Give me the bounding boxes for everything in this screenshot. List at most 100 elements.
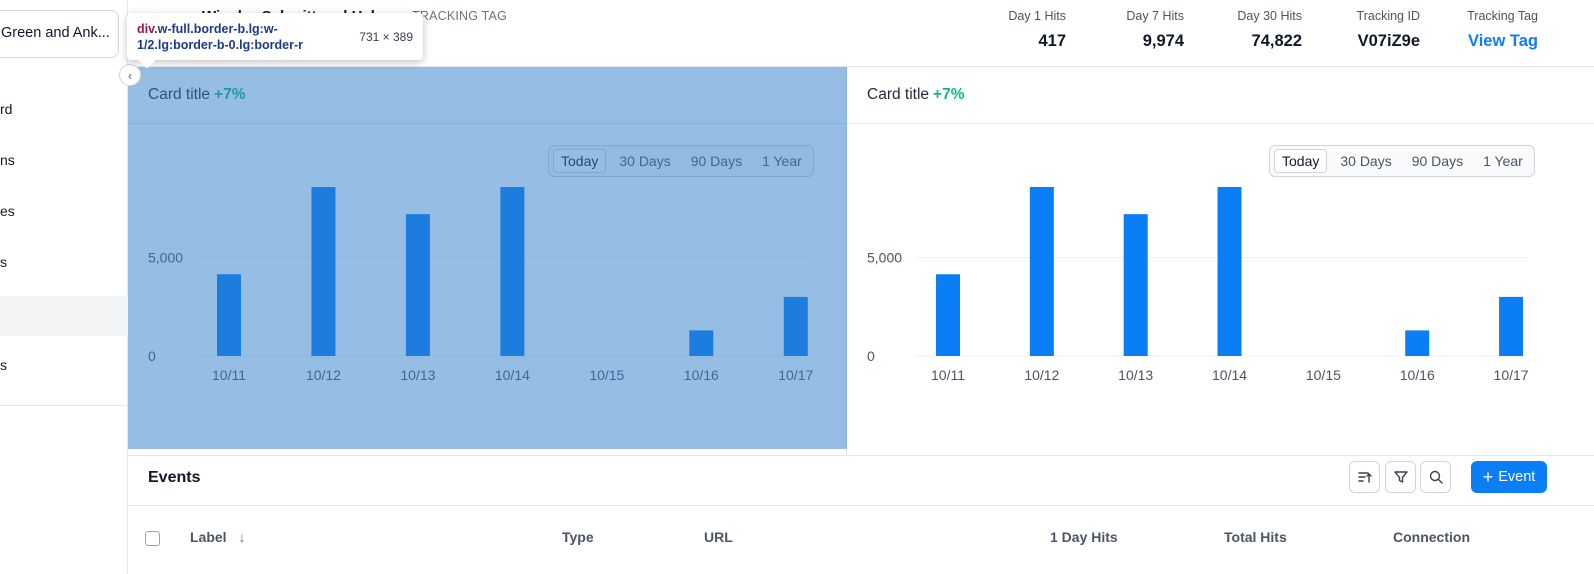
sidebar-item-dashboard[interactable]: rd (0, 90, 128, 130)
x-tick-label: 10/14 (1212, 367, 1247, 383)
add-event-button[interactable]: + Event (1471, 461, 1547, 493)
range-today-button[interactable]: Today (1274, 149, 1328, 173)
stat-tracking-tag: Tracking Tag View Tag (1467, 9, 1538, 51)
column-header-text: Label (190, 529, 227, 545)
sort-icon[interactable] (1349, 461, 1380, 493)
card-title: Card title +7% (867, 86, 965, 104)
team-name: Green and Ank... (1, 25, 110, 41)
bar (783, 296, 808, 356)
bar (500, 187, 525, 356)
x-tick-label: 10/16 (684, 367, 719, 383)
column-header-connection[interactable]: Connection (1393, 529, 1470, 545)
x-tick-label: 10/14 (495, 367, 530, 383)
sidebar-item-settings[interactable]: s (0, 346, 128, 386)
x-tick-label: 10/13 (400, 367, 435, 383)
card-delta: +7% (214, 86, 246, 103)
y-tick-label: 5,000 (867, 250, 902, 266)
sidebar-item-label: s (0, 357, 7, 373)
x-tick-label: 10/12 (1024, 367, 1059, 383)
chevron-left-icon[interactable]: ‹ (119, 64, 141, 86)
view-tag-link[interactable]: View Tag (1468, 32, 1538, 50)
bar (1405, 330, 1430, 356)
x-tick-label: 10/11 (931, 367, 965, 383)
x-tick-label: 10/13 (1118, 367, 1153, 383)
stat-value: 417 (1038, 32, 1066, 50)
column-header-type[interactable]: Type (562, 529, 594, 545)
stat-label: Tracking ID (1356, 9, 1420, 23)
range-1-year-button[interactable]: 1 Year (1483, 153, 1523, 169)
bar (1029, 187, 1054, 356)
column-header-total-hits[interactable]: Total Hits (1224, 529, 1287, 545)
events-header: Events + Event (128, 450, 1594, 506)
filter-icon[interactable] (1385, 461, 1416, 493)
range-90-days-button[interactable]: 90 Days (1411, 153, 1464, 169)
x-tick-label: 10/11 (212, 367, 246, 383)
sidebar: Green and Ank... rd ns es s s (0, 0, 128, 574)
stat-value: V07iZ9e (1357, 32, 1420, 50)
range-selector: Today 30 Days 90 Days 1 Year (548, 145, 814, 177)
card-title: Card title +7% (148, 86, 246, 104)
plus-icon: + (1482, 467, 1494, 487)
sidebar-item-sites[interactable]: es (0, 192, 128, 232)
page-header: Wisoky, Schmitt and Haley TRACKING TAG D… (128, 0, 1594, 67)
chart-card-left: Card title +7% Today 30 Days 90 Days 1 Ye… (128, 67, 847, 456)
main-content: Wisoky, Schmitt and Haley TRACKING TAG D… (128, 0, 1594, 574)
x-tick-label: 10/15 (1306, 367, 1341, 383)
y-tick-label: 5,000 (148, 250, 183, 266)
stat-label: Day 1 Hits (1008, 9, 1066, 23)
card-header: Card title +7% (847, 67, 1594, 124)
bar (689, 330, 714, 356)
inspector-tag: div (137, 22, 155, 36)
inspector-selector: div.w-full.border-b.lg:w-1/2.lg:border-b… (137, 21, 351, 53)
bar (405, 214, 430, 356)
bar (1123, 214, 1148, 356)
stat-label: Day 7 Hits (1126, 9, 1184, 23)
bar (936, 274, 960, 356)
card-header: Card title +7% (128, 67, 846, 124)
stat-day1-hits: Day 1 Hits 417 (1008, 9, 1066, 51)
stat-day7-hits: Day 7 Hits 9,974 (1126, 9, 1184, 51)
y-tick-label: 0 (867, 348, 875, 364)
stat-day30-hits: Day 30 Hits 74,822 (1237, 9, 1302, 51)
team-switcher[interactable]: Green and Ank... (0, 10, 119, 58)
stat-label: Tracking Tag (1467, 9, 1538, 23)
search-icon[interactable] (1420, 461, 1451, 493)
sidebar-item-campaigns[interactable]: ns (0, 141, 128, 181)
column-header-label[interactable]: Label ↓ (190, 529, 245, 545)
range-1-year-button[interactable]: 1 Year (762, 153, 802, 169)
events-section: Events + Event (128, 450, 1594, 574)
x-tick-label: 10/17 (778, 367, 813, 383)
sidebar-item-active[interactable] (0, 296, 128, 336)
sidebar-item-label: ns (0, 152, 15, 168)
range-today-button[interactable]: Today (553, 149, 607, 173)
sidebar-item-tags[interactable]: s (0, 243, 128, 283)
x-tick-label: 10/12 (306, 367, 341, 383)
inspector-classes: .w-full.border-b.lg:w-1/2.lg:border-b-0.… (137, 22, 303, 52)
sidebar-divider (0, 405, 128, 406)
x-tick-label: 10/16 (1400, 367, 1435, 383)
bar (1499, 296, 1524, 356)
sidebar-item-label: s (0, 254, 7, 270)
page-subtitle-tag: TRACKING TAG (412, 9, 508, 23)
inspector-size: 731 × 389 (359, 30, 413, 44)
range-30-days-button[interactable]: 30 Days (1340, 153, 1392, 169)
sort-icon-glyph (1357, 472, 1372, 483)
stat-tracking-id: Tracking ID V07iZ9e (1357, 9, 1420, 51)
range-90-days-button[interactable]: 90 Days (690, 153, 743, 169)
y-tick-label: 0 (148, 348, 156, 364)
card-delta: +7% (933, 86, 965, 103)
column-header-url[interactable]: URL (704, 529, 733, 545)
filter-icon-glyph (1393, 471, 1408, 483)
stat-value: 74,822 (1251, 32, 1302, 50)
sidebar-item-label: es (0, 203, 15, 219)
arrow-down-icon: ↓ (238, 529, 246, 545)
stat-value: 9,974 (1142, 32, 1184, 50)
column-header-1-day-hits[interactable]: 1 Day Hits (1050, 529, 1118, 545)
select-all-checkbox[interactable] (145, 531, 160, 546)
bar (217, 274, 241, 356)
bar-chart: 05,00010,00010/1110/1210/1310/1410/1510/… (867, 187, 1529, 383)
events-title: Events (148, 469, 201, 486)
bar-chart: 05,00010,00010/1110/1210/1310/1410/1510/… (148, 187, 813, 383)
inspector-tooltip: div.w-full.border-b.lg:w-1/2.lg:border-b… (127, 13, 423, 69)
range-30-days-button[interactable]: 30 Days (619, 153, 671, 169)
